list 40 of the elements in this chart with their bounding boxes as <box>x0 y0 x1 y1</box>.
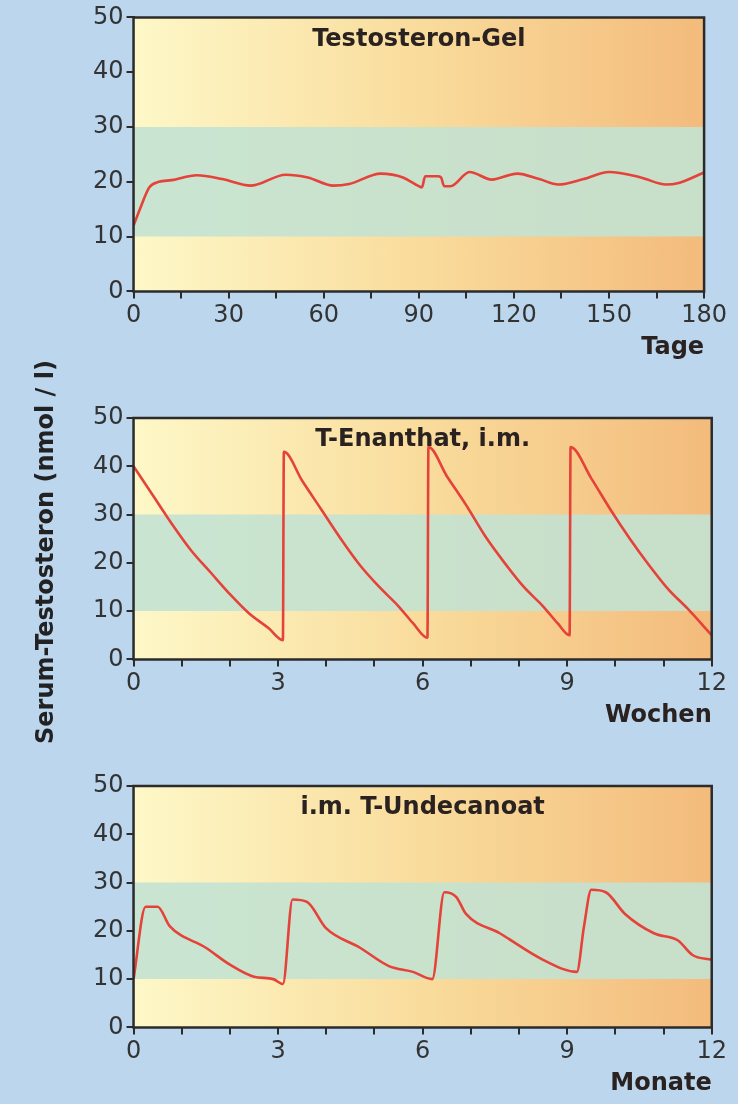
y-tick-label: 20 <box>92 915 124 944</box>
y-axis-title: Serum-Testosteron (nmol / l) <box>31 360 59 744</box>
x-tick-label: 6 <box>414 668 431 697</box>
y-tick-label: 40 <box>92 450 124 479</box>
y-tick-label: 30 <box>92 866 124 895</box>
x-tick-label: 90 <box>403 300 435 329</box>
y-tick-label: 40 <box>92 818 124 847</box>
y-tick-label: 10 <box>92 595 124 624</box>
y-tick-label: 50 <box>92 770 124 799</box>
chart-title: T-Enanthat, i.m. <box>315 424 530 453</box>
chart-title: Testosteron-Gel <box>312 23 526 52</box>
x-tick-label: 9 <box>559 1036 575 1065</box>
x-axis-title: Tage <box>641 331 705 360</box>
x-tick-label: 3 <box>270 668 286 697</box>
chart-title: i.m. T-Undecanoat <box>300 792 545 821</box>
x-tick-label: 30 <box>213 300 244 329</box>
x-tick-label: 6 <box>414 1036 431 1065</box>
x-axis-title: Monate <box>610 1067 712 1096</box>
y-tick-label: 10 <box>92 963 124 992</box>
x-tick-label: 150 <box>586 300 632 329</box>
x-axis-title: Wochen <box>604 699 712 728</box>
x-tick-label: 120 <box>491 300 537 329</box>
y-tick-label: 20 <box>92 547 124 576</box>
y-tick-label: 50 <box>92 1 124 30</box>
y-tick-label: 20 <box>92 166 124 195</box>
y-tick-label: 30 <box>92 111 124 140</box>
line-series <box>133 170 705 227</box>
y-tick-label: 30 <box>92 498 124 527</box>
x-tick-label: 180 <box>681 300 727 329</box>
x-tick-label: 12 <box>696 668 727 697</box>
x-tick-label: 60 <box>308 300 339 329</box>
y-tick-label: 40 <box>92 56 124 85</box>
y-tick-label: 10 <box>92 220 124 249</box>
y-tick-label: 0 <box>108 643 124 672</box>
y-tick-label: 0 <box>108 275 124 304</box>
y-tick-label: 0 <box>108 1011 124 1040</box>
x-tick-label: 3 <box>270 1036 286 1065</box>
x-tick-label: 12 <box>696 1036 727 1065</box>
y-tick-label: 50 <box>92 402 124 431</box>
x-tick-label: 9 <box>559 668 575 697</box>
